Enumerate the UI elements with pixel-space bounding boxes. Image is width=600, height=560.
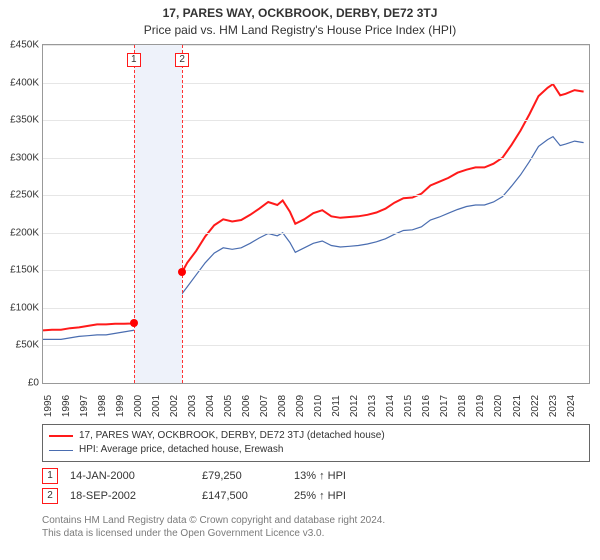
x-axis-tick: 2001 [151,395,162,417]
x-axis-tick: 2013 [367,395,378,417]
x-axis-tick: 2004 [205,395,216,417]
x-axis-tick: 2008 [277,395,288,417]
legend-row-price-paid: 17, PARES WAY, OCKBROOK, DERBY, DE72 3TJ… [49,429,583,443]
x-axis-tick: 2006 [241,395,252,417]
chart-legend: 17, PARES WAY, OCKBROOK, DERBY, DE72 3TJ… [42,424,590,462]
sale-marker-2 [178,268,186,276]
sale-price: £79,250 [202,470,282,482]
chart-lines-svg [43,45,589,383]
sale-row: 1 14-JAN-2000 £79,250 13% ↑ HPI [42,466,590,486]
y-axis-tick: £100K [3,302,39,313]
gridline [43,120,589,121]
x-axis-tick: 2012 [349,395,360,417]
series-line-hpi [43,137,584,340]
sale-badge-2: 2 [42,488,58,504]
y-axis-tick: £450K [3,40,39,51]
x-axis-tick: 2019 [475,395,486,417]
x-axis-tick: 2002 [169,395,180,417]
x-axis-tick: 1996 [61,395,72,417]
sale-hpi: 25% ↑ HPI [294,490,394,502]
gridline [43,233,589,234]
x-axis-tick: 2020 [493,395,504,417]
gridline [43,308,589,309]
y-axis-tick: £200K [3,227,39,238]
y-axis-tick: £50K [3,340,39,351]
sale-marker-label-1: 1 [127,53,141,67]
chart-title-address: 17, PARES WAY, OCKBROOK, DERBY, DE72 3TJ [0,0,600,20]
chart-footer: Contains HM Land Registry data © Crown c… [42,514,590,540]
x-axis-tick: 1997 [79,395,90,417]
sale-hpi: 13% ↑ HPI [294,470,394,482]
gridline [43,270,589,271]
legend-label-price-paid: 17, PARES WAY, OCKBROOK, DERBY, DE72 3TJ… [79,429,385,443]
gridline [43,83,589,84]
legend-label-hpi: HPI: Average price, detached house, Erew… [79,443,283,457]
x-axis-tick: 2000 [133,395,144,417]
x-axis-tick: 2018 [457,395,468,417]
sale-vline [182,45,183,383]
sale-date: 14-JAN-2000 [70,470,190,482]
x-axis-tick: 2024 [566,395,577,417]
x-axis-tick: 2017 [439,395,450,417]
y-axis-tick: £0 [3,378,39,389]
x-axis-tick: 2011 [331,395,342,417]
chart-container: 17, PARES WAY, OCKBROOK, DERBY, DE72 3TJ… [0,0,600,560]
gridline [43,158,589,159]
y-axis-tick: £400K [3,77,39,88]
sale-rows: 1 14-JAN-2000 £79,250 13% ↑ HPI 2 18-SEP… [42,466,590,506]
x-axis-tick: 2009 [295,395,306,417]
x-axis-tick: 2007 [259,395,270,417]
sale-period-band [134,45,182,383]
x-axis-tick: 1998 [97,395,108,417]
x-axis-tick: 1995 [43,395,54,417]
x-axis-tick: 2005 [223,395,234,417]
gridline [43,195,589,196]
x-axis-tick: 2016 [421,395,432,417]
sale-row: 2 18-SEP-2002 £147,500 25% ↑ HPI [42,486,590,506]
x-axis-tick: 2003 [187,395,198,417]
y-axis-tick: £150K [3,265,39,276]
y-axis-tick: £300K [3,152,39,163]
x-axis-tick: 2010 [313,395,324,417]
sale-marker-label-2: 2 [175,53,189,67]
chart-plot-area: £0£50K£100K£150K£200K£250K£300K£350K£400… [42,44,590,384]
sale-price: £147,500 [202,490,282,502]
sale-vline [134,45,135,383]
chart-subtitle: Price paid vs. HM Land Registry's House … [0,20,600,37]
legend-swatch-hpi [49,450,73,451]
sale-marker-1 [130,319,138,327]
y-axis-tick: £350K [3,115,39,126]
sale-badge-1: 1 [42,468,58,484]
legend-row-hpi: HPI: Average price, detached house, Erew… [49,443,583,457]
x-axis-tick: 1999 [115,395,126,417]
x-axis-tick: 2021 [512,395,523,417]
x-axis-tick: 2022 [530,395,541,417]
x-axis-tick: 2023 [548,395,559,417]
legend-swatch-price-paid [49,435,73,437]
x-axis-tick: 2014 [385,395,396,417]
y-axis-tick: £250K [3,190,39,201]
gridline [43,45,589,46]
sale-date: 18-SEP-2002 [70,490,190,502]
x-axis-tick: 2015 [403,395,414,417]
footer-line1: Contains HM Land Registry data © Crown c… [42,514,590,527]
footer-line2: This data is licensed under the Open Gov… [42,527,590,540]
gridline [43,345,589,346]
